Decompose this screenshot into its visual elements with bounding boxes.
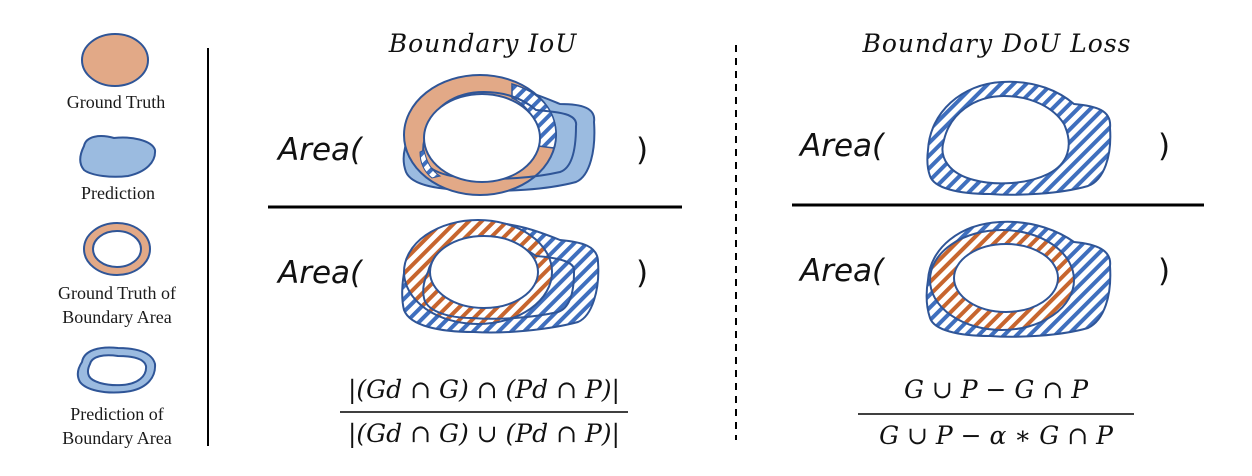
iou-numerator-area-label: Area(	[276, 132, 364, 168]
iou-formula-denominator: |(Gd ∩ G) ∪ (Pd ∩ P)|	[348, 419, 620, 449]
dou-denominator-close-paren: )	[1158, 253, 1170, 289]
ground-truth-swatch	[81, 33, 149, 87]
iou-denominator-shape	[401, 219, 600, 334]
iou-numerator-close-paren: )	[636, 132, 648, 168]
prediction-boundary-hole	[86, 354, 148, 387]
iou-title: Boundary IoU	[388, 29, 578, 58]
iou-denominator-area-label: Area(	[276, 255, 364, 291]
iou-denominator-close-paren: )	[636, 255, 648, 291]
prediction-swatch	[79, 135, 157, 178]
dou-formula-numerator: G ∪ P − G ∩ P	[904, 375, 1089, 404]
dou-denominator-shape	[925, 220, 1112, 338]
dou-numerator-close-paren: )	[1158, 128, 1170, 164]
legend: Ground Truth Prediction Ground Truth of …	[58, 33, 176, 448]
dou-formula-denominator: G ∪ P − α ∗ G ∩ P	[879, 421, 1114, 450]
legend-label-ground-truth: Ground Truth	[67, 92, 166, 112]
boundary-dou-panel: Boundary DoU Loss Area( ) Area( ) G ∪ P …	[792, 29, 1204, 450]
dou-numerator-shape	[926, 80, 1112, 196]
legend-label-gt-boundary-line1: Ground Truth of	[58, 283, 176, 303]
dou-denominator-area-label: Area(	[798, 253, 886, 289]
dou-title: Boundary DoU Loss	[862, 29, 1132, 58]
iou-formula-numerator: |(Gd ∩ G) ∩ (Pd ∩ P)|	[348, 375, 620, 405]
legend-label-gt-boundary-line2: Boundary Area	[62, 307, 171, 327]
legend-label-prediction: Prediction	[81, 183, 155, 203]
iou-numerator-shape	[402, 74, 596, 196]
legend-label-pred-boundary-line2: Boundary Area	[62, 428, 171, 448]
dou-numerator-area-label: Area(	[798, 128, 886, 164]
legend-label-pred-boundary-line1: Prediction of	[70, 404, 163, 424]
boundary-iou-panel: Boundary IoU Area( ) Area( )	[268, 29, 682, 449]
ground-truth-boundary-hole	[92, 230, 142, 268]
